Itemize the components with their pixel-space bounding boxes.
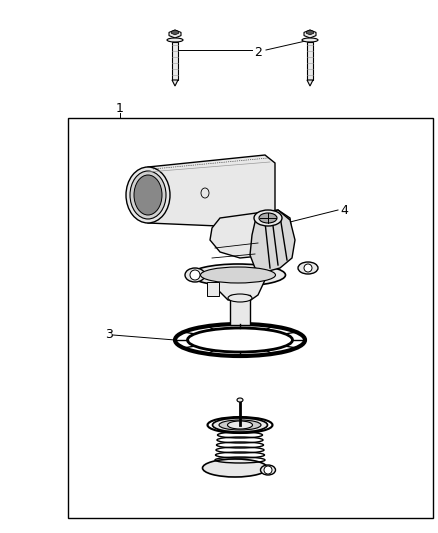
- Bar: [68, 118, 433, 518]
- Ellipse shape: [167, 38, 183, 42]
- Ellipse shape: [261, 465, 276, 475]
- Ellipse shape: [219, 420, 261, 430]
- Bar: [230, 295, 250, 325]
- Ellipse shape: [298, 262, 318, 274]
- Circle shape: [264, 466, 272, 474]
- Ellipse shape: [201, 188, 209, 198]
- Ellipse shape: [126, 167, 170, 223]
- Ellipse shape: [185, 268, 205, 282]
- Bar: [172, 42, 178, 80]
- Polygon shape: [172, 80, 178, 86]
- Polygon shape: [210, 210, 292, 258]
- Ellipse shape: [130, 171, 166, 219]
- Ellipse shape: [259, 213, 277, 223]
- Text: 2: 2: [254, 45, 262, 59]
- Ellipse shape: [191, 264, 286, 286]
- Ellipse shape: [237, 398, 243, 402]
- Circle shape: [304, 264, 312, 272]
- Bar: [207, 282, 219, 296]
- Ellipse shape: [227, 421, 252, 429]
- Ellipse shape: [228, 294, 252, 302]
- Polygon shape: [304, 30, 316, 38]
- Polygon shape: [148, 155, 275, 228]
- Text: 1: 1: [116, 101, 124, 115]
- Ellipse shape: [134, 175, 162, 215]
- Ellipse shape: [201, 267, 276, 283]
- Bar: [307, 42, 313, 80]
- Polygon shape: [171, 30, 179, 35]
- Polygon shape: [250, 210, 295, 272]
- Text: 4: 4: [340, 204, 348, 216]
- Ellipse shape: [187, 328, 293, 352]
- Ellipse shape: [202, 459, 268, 477]
- Ellipse shape: [254, 210, 282, 226]
- Ellipse shape: [212, 418, 268, 432]
- Circle shape: [190, 270, 200, 280]
- Ellipse shape: [302, 38, 318, 42]
- Polygon shape: [307, 80, 313, 86]
- Polygon shape: [307, 30, 314, 35]
- Polygon shape: [169, 30, 181, 38]
- Polygon shape: [215, 268, 265, 302]
- Text: 3: 3: [105, 328, 113, 342]
